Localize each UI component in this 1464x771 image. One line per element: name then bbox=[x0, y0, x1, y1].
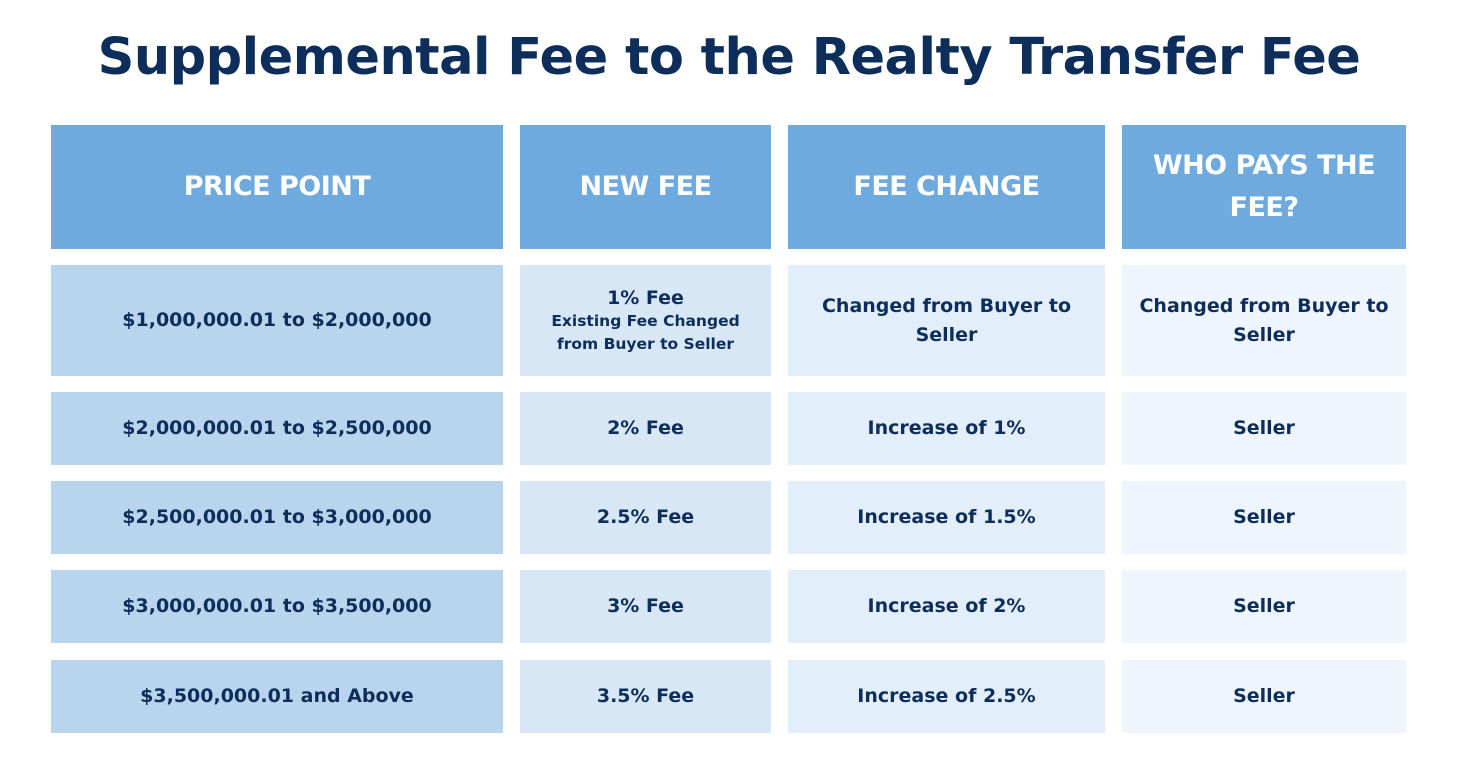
table-row-3-who-pays: Seller bbox=[1122, 481, 1406, 554]
table-row-1-fee-change: Changed from Buyer to Seller bbox=[788, 265, 1105, 376]
table-row-3-new-fee: 2.5% Fee bbox=[520, 481, 771, 554]
cell-text: Seller bbox=[1233, 506, 1295, 528]
cell-text: Increase of 1.5% bbox=[857, 506, 1036, 528]
cell-text: 3% Fee bbox=[607, 595, 684, 617]
table-row-4-fee-change: Increase of 2% bbox=[788, 570, 1105, 643]
header-fee-change: FEE CHANGE bbox=[788, 125, 1105, 249]
cell-note: Existing Fee Changed bbox=[551, 311, 740, 330]
cell-text: 3.5% Fee bbox=[596, 685, 695, 707]
table-row-3-price-point: $2,500,000.01 to $3,000,000 bbox=[51, 481, 503, 554]
table-row-1-new-fee: 1% Fee Existing Fee Changed from Buyer t… bbox=[520, 265, 771, 376]
cell-note: from Buyer to Seller bbox=[556, 334, 734, 353]
cell-text: 2% Fee bbox=[607, 417, 684, 439]
table-row-4-price-point: $3,000,000.01 to $3,500,000 bbox=[51, 570, 503, 643]
table-row-5-who-pays: Seller bbox=[1122, 660, 1406, 733]
header-new-fee: NEW FEE bbox=[520, 125, 771, 249]
cell-text: $3,000,000.01 to $3,500,000 bbox=[122, 595, 432, 617]
table-row-5-new-fee: 3.5% Fee bbox=[520, 660, 771, 733]
table-row-1-who-pays: Changed from Buyer to Seller bbox=[1122, 265, 1406, 376]
cell-text: Increase of 2% bbox=[867, 595, 1026, 617]
cell-text: $1,000,000.01 to $2,000,000 bbox=[122, 309, 432, 331]
cell-text: 2.5% Fee bbox=[596, 506, 695, 528]
cell-text: Changed from Buyer to Seller bbox=[821, 294, 1072, 346]
header-label: PRICE POINT bbox=[183, 171, 371, 202]
table-row-2-fee-change: Increase of 1% bbox=[788, 392, 1105, 465]
cell-text: Seller bbox=[1233, 595, 1295, 617]
cell-text: 1% Fee bbox=[607, 286, 684, 309]
table-row-2-new-fee: 2% Fee bbox=[520, 392, 771, 465]
cell-text: $2,000,000.01 to $2,500,000 bbox=[122, 417, 432, 439]
table-row-2-who-pays: Seller bbox=[1122, 392, 1406, 465]
page-title: Supplemental Fee to the Realty Transfer … bbox=[97, 28, 1361, 87]
table-row-3-fee-change: Increase of 1.5% bbox=[788, 481, 1105, 554]
header-price-point: PRICE POINT bbox=[51, 125, 503, 249]
table-row-4-who-pays: Seller bbox=[1122, 570, 1406, 643]
header-label: NEW FEE bbox=[579, 171, 712, 202]
cell-text: $3,500,000.01 and Above bbox=[140, 685, 414, 707]
header-who-pays: WHO PAYS THE FEE? bbox=[1122, 125, 1406, 249]
table-row-2-price-point: $2,000,000.01 to $2,500,000 bbox=[51, 392, 503, 465]
cell-text: Changed from Buyer to Seller bbox=[1139, 294, 1389, 346]
table-row-5-price-point: $3,500,000.01 and Above bbox=[51, 660, 503, 733]
cell-text: Increase of 1% bbox=[867, 417, 1026, 439]
table-row-5-fee-change: Increase of 2.5% bbox=[788, 660, 1105, 733]
table-row-4-new-fee: 3% Fee bbox=[520, 570, 771, 643]
table-row-1-price-point: $1,000,000.01 to $2,000,000 bbox=[51, 265, 503, 376]
cell-text: Seller bbox=[1233, 685, 1295, 707]
cell-text: Seller bbox=[1233, 417, 1295, 439]
header-label: WHO PAYS THE FEE? bbox=[1152, 150, 1376, 223]
cell-text: Increase of 2.5% bbox=[857, 685, 1036, 707]
cell-text: $2,500,000.01 to $3,000,000 bbox=[122, 506, 432, 528]
header-label: FEE CHANGE bbox=[853, 171, 1040, 202]
